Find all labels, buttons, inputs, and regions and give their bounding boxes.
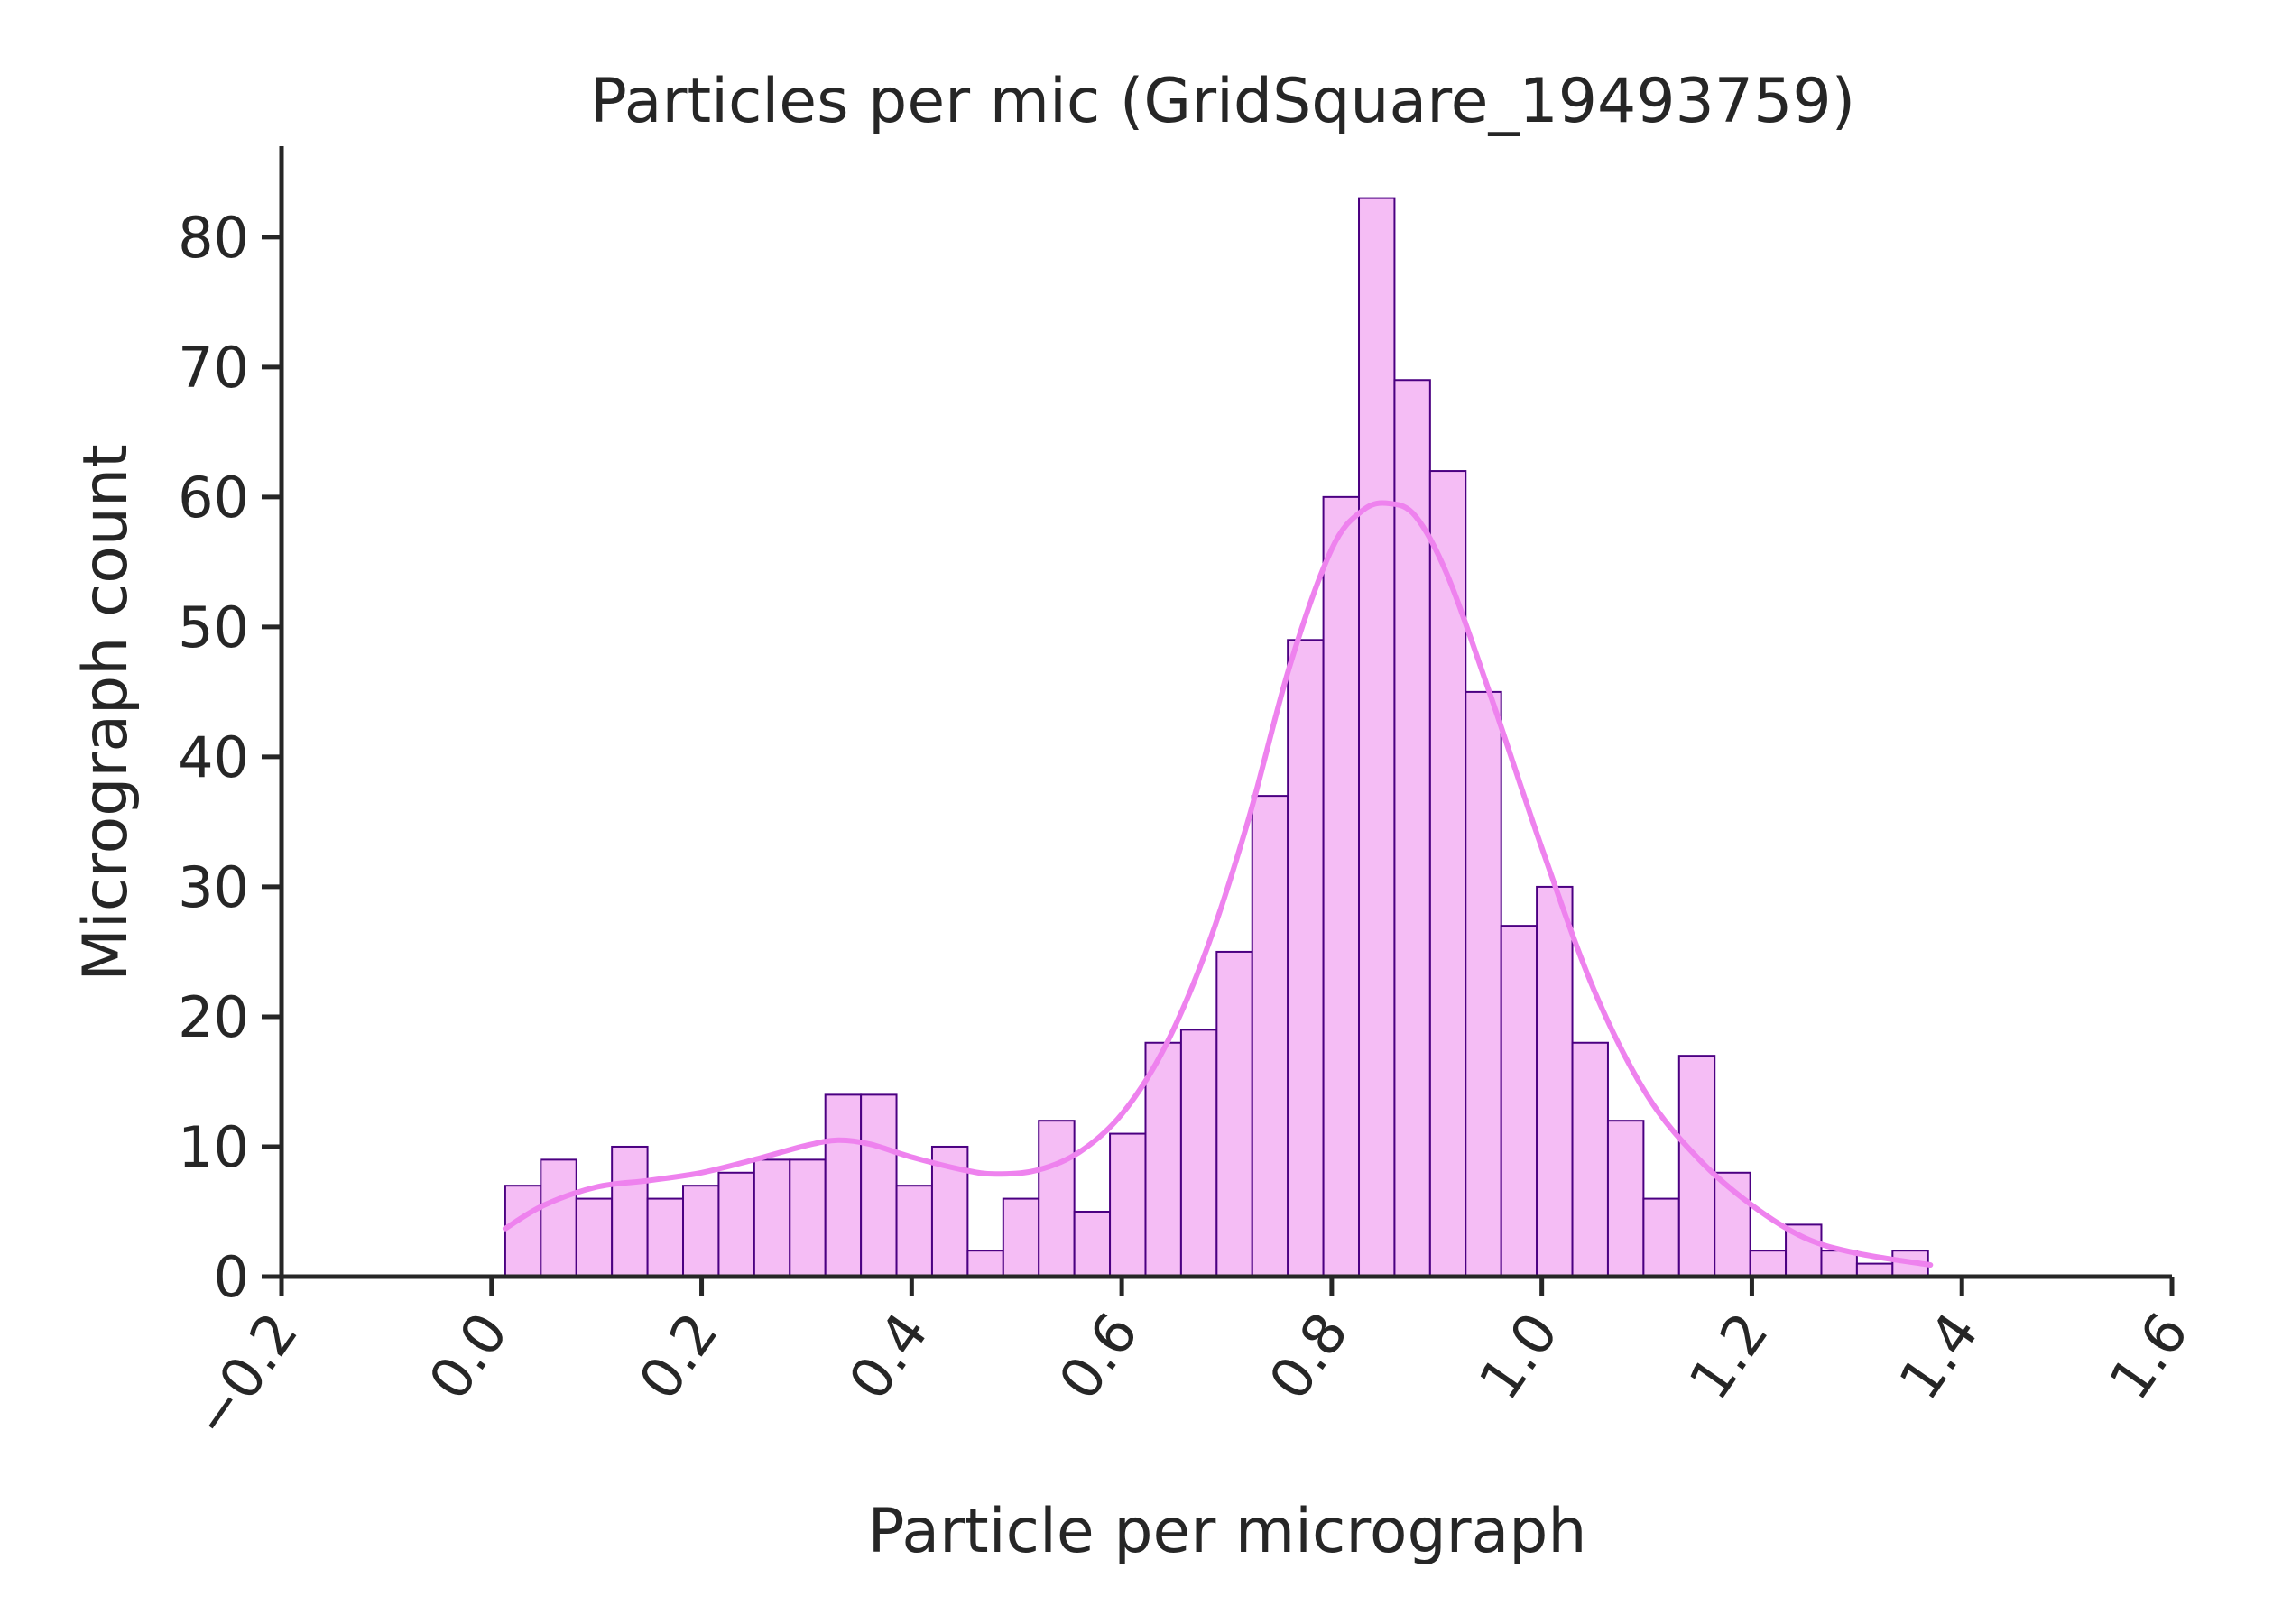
- y-tick-label: 50: [178, 595, 249, 660]
- histogram-bar: [1642, 1197, 1680, 1278]
- x-tick-label: 1.2: [1676, 1301, 1780, 1412]
- y-axis-label: Micrograph count: [70, 444, 142, 982]
- histogram-bar: [1536, 885, 1574, 1278]
- y-axis-ticks: 0 10 20 30 40 50 60 70 80: [178, 205, 282, 1310]
- histogram-bar: [1749, 1250, 1788, 1278]
- y-tick-label: 30: [178, 854, 249, 920]
- histogram-bar: [1322, 495, 1361, 1278]
- histogram-bar: [717, 1171, 755, 1278]
- histogram-bar: [540, 1158, 577, 1278]
- histogram-bar: [966, 1250, 1004, 1278]
- x-tick-label: 0.0: [416, 1301, 521, 1412]
- x-axis-label: Particle per micrograph: [867, 1496, 1586, 1567]
- histogram-bar: [860, 1093, 898, 1278]
- histogram-bar: [1358, 197, 1396, 1278]
- y-tick-label: 10: [178, 1114, 249, 1180]
- x-tick-label: 1.6: [2096, 1301, 2201, 1412]
- histogram-bar: [895, 1185, 933, 1278]
- histogram-bar: [1109, 1132, 1147, 1278]
- y-tick-label: 0: [214, 1244, 249, 1310]
- histogram-bar: [611, 1145, 649, 1278]
- histogram-bar: [1002, 1197, 1040, 1278]
- histogram-bar: [789, 1158, 827, 1278]
- x-tick-label: 0.6: [1046, 1301, 1150, 1412]
- histogram-bar: [1179, 1029, 1218, 1278]
- x-tick-label: 0.2: [625, 1301, 730, 1412]
- histogram-bar: [646, 1197, 685, 1278]
- x-tick-label: 0.8: [1256, 1301, 1361, 1412]
- histogram-bar: [1287, 639, 1325, 1278]
- histogram-bar: [1038, 1120, 1076, 1278]
- histogram-bar: [504, 1185, 542, 1278]
- x-axis-ticks: −0.2 0.0 0.2 0.4 0.6 0.8 1.0 1.2 1.4 1.6: [179, 1277, 2201, 1450]
- x-tick-label: 0.4: [836, 1301, 940, 1412]
- y-tick-label: 20: [178, 984, 249, 1050]
- histogram-bar: [1251, 795, 1289, 1278]
- histogram-bars: [504, 197, 1929, 1278]
- y-tick-label: 80: [178, 205, 249, 271]
- histogram-bar: [824, 1093, 863, 1278]
- histogram-bar: [1073, 1210, 1112, 1278]
- x-tick-label: −0.2: [179, 1301, 310, 1450]
- x-tick-label: 1.0: [1466, 1301, 1571, 1412]
- x-tick-label: 1.4: [1886, 1301, 1991, 1412]
- kde-curve: [502, 500, 1934, 1269]
- y-tick-label: 40: [178, 724, 249, 790]
- histogram-bar: [1428, 470, 1467, 1278]
- histogram-bar: [682, 1185, 720, 1278]
- y-tick-label: 60: [178, 465, 249, 531]
- histogram-bar: [1500, 925, 1538, 1278]
- histogram-bar: [1465, 690, 1502, 1278]
- histogram-bar: [575, 1197, 614, 1278]
- histogram-bar: [1606, 1120, 1645, 1278]
- histogram-bar: [1144, 1041, 1182, 1278]
- y-tick-label: 70: [178, 335, 249, 401]
- histogram-bar: [1215, 950, 1253, 1278]
- histogram-bar: [1714, 1171, 1751, 1278]
- histogram-bar: [1571, 1041, 1609, 1278]
- chart-title: Particles per mic (GridSquare_19493759): [590, 66, 1855, 137]
- histogram-bar: [753, 1158, 791, 1278]
